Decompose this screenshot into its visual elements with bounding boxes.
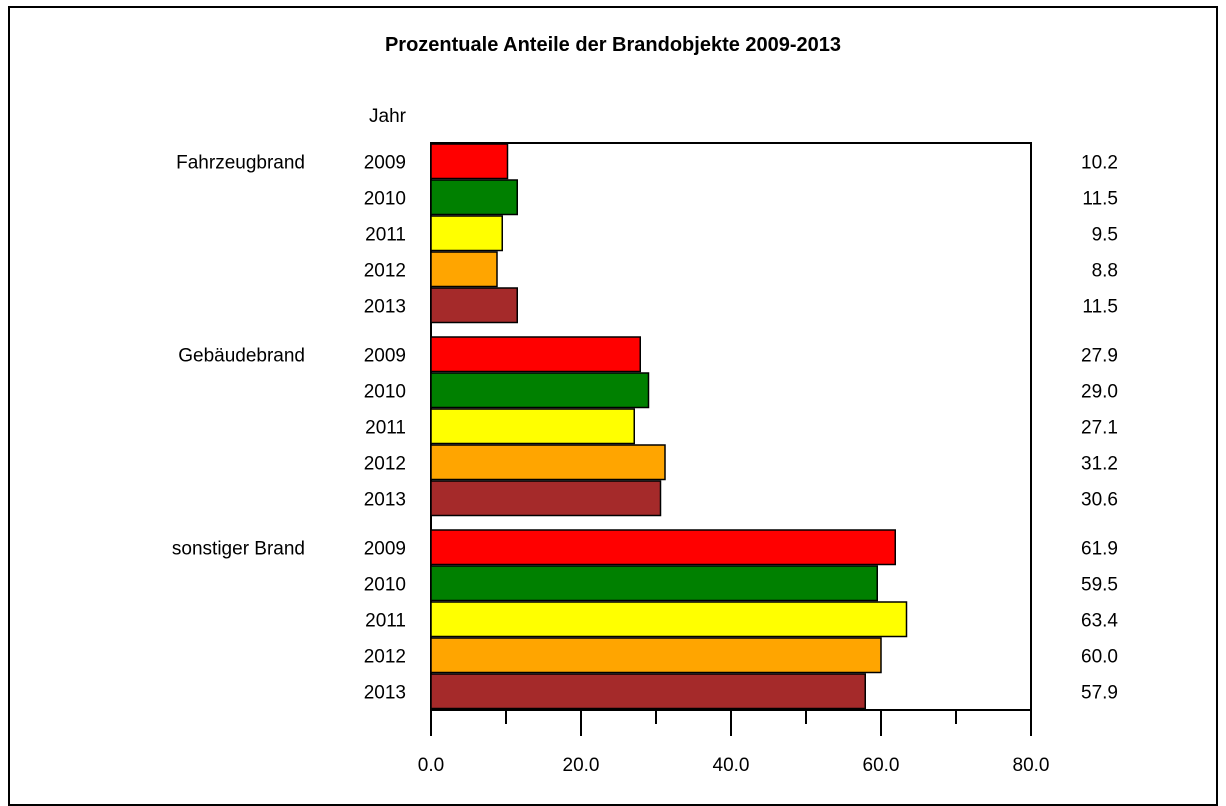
value-label: 59.5 bbox=[1081, 574, 1118, 595]
year-header: Jahr bbox=[369, 106, 407, 127]
value-label: 11.5 bbox=[1082, 188, 1118, 209]
year-label: 2012 bbox=[364, 646, 406, 667]
category-label: sonstiger Brand bbox=[172, 538, 305, 559]
bar bbox=[430, 251, 498, 288]
bar bbox=[430, 372, 650, 409]
value-label: 61.9 bbox=[1081, 538, 1118, 559]
year-label: 2009 bbox=[364, 538, 406, 559]
bar bbox=[430, 673, 866, 710]
value-label: 9.5 bbox=[1092, 224, 1118, 245]
bar bbox=[430, 637, 882, 674]
year-label: 2011 bbox=[365, 224, 406, 245]
x-tick-label: 20.0 bbox=[563, 755, 600, 776]
year-label: 2013 bbox=[364, 682, 406, 703]
bar bbox=[430, 336, 641, 373]
year-label: 2011 bbox=[365, 610, 406, 631]
category-label: Gebäudebrand bbox=[178, 345, 305, 366]
bar bbox=[430, 480, 662, 517]
bar bbox=[430, 215, 503, 252]
chart-title: Prozentuale Anteile der Brandobjekte 200… bbox=[384, 34, 842, 56]
bar bbox=[430, 143, 509, 180]
x-tick-label: 80.0 bbox=[1013, 755, 1050, 776]
year-label: 2013 bbox=[364, 489, 406, 510]
value-label: 57.9 bbox=[1081, 682, 1118, 703]
x-tick-label: 60.0 bbox=[863, 755, 900, 776]
year-label: 2009 bbox=[364, 345, 406, 366]
bar-chart: Jahr Fahrzeugbrand 2009 10.2 2010 11.5 2011 9.… bbox=[172, 106, 1119, 776]
value-label: 31.2 bbox=[1081, 453, 1118, 474]
value-label: 11.5 bbox=[1082, 296, 1118, 317]
year-label: 2010 bbox=[364, 188, 406, 209]
value-label: 27.9 bbox=[1081, 345, 1118, 366]
bar bbox=[430, 529, 896, 566]
value-label: 30.6 bbox=[1081, 489, 1118, 510]
year-label: 2010 bbox=[364, 574, 406, 595]
year-label: 2009 bbox=[364, 152, 406, 173]
x-tick-label: 40.0 bbox=[713, 755, 750, 776]
value-label: 29.0 bbox=[1081, 381, 1118, 402]
year-label: 2013 bbox=[364, 296, 406, 317]
category-label: Fahrzeugbrand bbox=[176, 152, 305, 173]
bar bbox=[430, 601, 908, 638]
value-label: 60.0 bbox=[1081, 646, 1118, 667]
value-label: 8.8 bbox=[1092, 260, 1118, 281]
bar bbox=[430, 565, 878, 602]
bar bbox=[430, 408, 635, 445]
bar bbox=[430, 287, 518, 324]
value-label: 10.2 bbox=[1081, 152, 1118, 173]
year-label: 2012 bbox=[364, 453, 406, 474]
value-label: 63.4 bbox=[1081, 610, 1118, 631]
bar bbox=[430, 179, 518, 216]
bar bbox=[430, 444, 666, 481]
value-label: 27.1 bbox=[1081, 417, 1118, 438]
year-label: 2011 bbox=[365, 417, 406, 438]
year-label: 2012 bbox=[364, 260, 406, 281]
x-tick-label: 0.0 bbox=[418, 755, 444, 776]
year-label: 2010 bbox=[364, 381, 406, 402]
